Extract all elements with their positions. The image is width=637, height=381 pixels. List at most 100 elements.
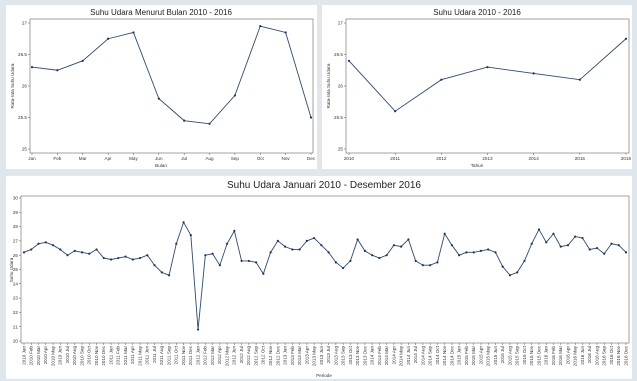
data-point [429, 264, 432, 267]
x-tick-label: 2013 Mar [297, 346, 302, 366]
data-point [56, 69, 59, 72]
x-tick-label: 2016 Jan [544, 346, 549, 365]
data-point [349, 259, 352, 263]
x-tick-label: 2016 May [573, 345, 578, 366]
x-tick-label: 2010 Mar [36, 346, 41, 366]
x-tick-label: 2012 Jul [239, 346, 244, 363]
data-point [51, 244, 55, 247]
x-tick-label: 2013 Dec [362, 345, 367, 365]
x-tick-label: 2014 Jun [406, 346, 411, 365]
x-tick-label: 2012 Mar [210, 346, 215, 366]
x-tick-label: 2010 Oct [87, 345, 92, 364]
data-point [465, 251, 468, 254]
x-tick-label: 2016 Dec [623, 345, 628, 365]
data-point [421, 264, 425, 267]
data-point [603, 252, 606, 255]
x-tick-label: 2010 Sep [79, 346, 84, 366]
chart-title: Suhu Udara Januari 2010 - Desember 2016 [227, 180, 421, 191]
x-tick-label: 2015 Mar [471, 346, 476, 366]
data-point [153, 264, 156, 267]
x-tick-label: 2016 Sep [602, 346, 607, 366]
data-point [472, 251, 475, 254]
series-line [31, 25, 312, 125]
data-point [443, 232, 446, 235]
x-tick-label: 2011 Feb [116, 346, 121, 366]
data-point [262, 272, 265, 275]
plot-frame [20, 195, 630, 344]
y-axis-label: Suhu Udara [9, 257, 14, 282]
y-axis-label: Rata-rata Suhu Udara [10, 63, 15, 108]
data-point [501, 265, 504, 268]
data-point [146, 254, 149, 257]
chart-yearly-average: Suhu Udara 2010 - 2016 Tahun Rata-rata S… [322, 5, 632, 169]
data-point [291, 248, 294, 251]
data-point [508, 274, 512, 277]
data-point [218, 264, 221, 267]
data-point [284, 245, 287, 248]
data-point [494, 251, 497, 254]
y-tick-label: 23 [13, 296, 19, 301]
data-point [595, 246, 599, 250]
series-line [23, 221, 627, 330]
data-point [414, 259, 417, 263]
x-tick-label: 2011 Sep [166, 346, 171, 366]
data-point [30, 248, 33, 251]
data-point [131, 258, 134, 261]
data-point [37, 242, 40, 245]
data-point [254, 261, 258, 264]
x-tick-label: 2015 Feb [464, 346, 469, 366]
x-tick-label: 2013 Oct [348, 345, 353, 364]
data-point [233, 94, 237, 97]
y-tick-label: 24 [13, 281, 19, 286]
data-point [552, 232, 555, 235]
x-tick-label: 2014 May [399, 345, 404, 366]
y-tick-label: 21 [13, 324, 19, 329]
x-tick-label: 2015 Jul [500, 346, 505, 363]
x-tick-label: 2012 May [224, 345, 229, 366]
x-tick-label: 2014 Oct [435, 345, 440, 364]
data-point [578, 78, 581, 81]
x-tick-label: 2011 Oct [174, 345, 179, 364]
x-tick-label: 2015 Jun [493, 346, 498, 365]
x-tick-label: 2011 May [137, 345, 142, 366]
data-point [537, 228, 541, 231]
x-tick-label: 2012 Sep [253, 346, 258, 366]
data-point [610, 242, 613, 245]
data-point [392, 244, 396, 247]
data-point [95, 248, 98, 251]
data-point [327, 251, 330, 254]
data-point [269, 251, 272, 254]
x-tick-label: Apr [105, 156, 113, 161]
data-point [559, 245, 562, 248]
x-tick-label: 2013 Jan [283, 346, 288, 365]
x-tick-label: 2015 May [486, 345, 491, 366]
x-tick-label: 2011 Aug [159, 346, 164, 366]
x-tick-label: 2012 Nov [268, 345, 273, 365]
x-tick-label: 2013 Apr [304, 346, 309, 365]
y-tick-label: 25 [338, 147, 344, 152]
chart-series-svg: Suhu Udara Januari 2010 - Desember 2016 … [9, 180, 630, 378]
data-point [440, 78, 443, 81]
data-point [211, 252, 214, 255]
x-tick-label: 2012 Jan [195, 346, 200, 365]
x-tick-label: 2016 [621, 156, 632, 161]
x-tick-label: 2010 Dec [101, 345, 106, 365]
x-tick-label: 2016 Apr [565, 346, 570, 365]
x-tick-label: 2015 Aug [507, 346, 512, 366]
data-point [80, 251, 84, 254]
data-point [44, 241, 47, 244]
data-point [157, 97, 160, 100]
data-point [183, 119, 186, 122]
data-point [588, 248, 591, 251]
y-tick-label: 25 [22, 147, 28, 152]
data-point [88, 252, 91, 255]
data-point [225, 242, 229, 245]
x-tick-label: 2013 Jul [326, 346, 331, 363]
data-point [574, 235, 577, 238]
x-tick-label: 2016 Nov [616, 345, 621, 365]
x-tick-label: 2015 Nov [529, 345, 534, 365]
x-tick-label: 2013 Nov [355, 345, 360, 365]
data-point [204, 254, 207, 257]
data-point [182, 221, 185, 224]
data-point [363, 249, 366, 253]
